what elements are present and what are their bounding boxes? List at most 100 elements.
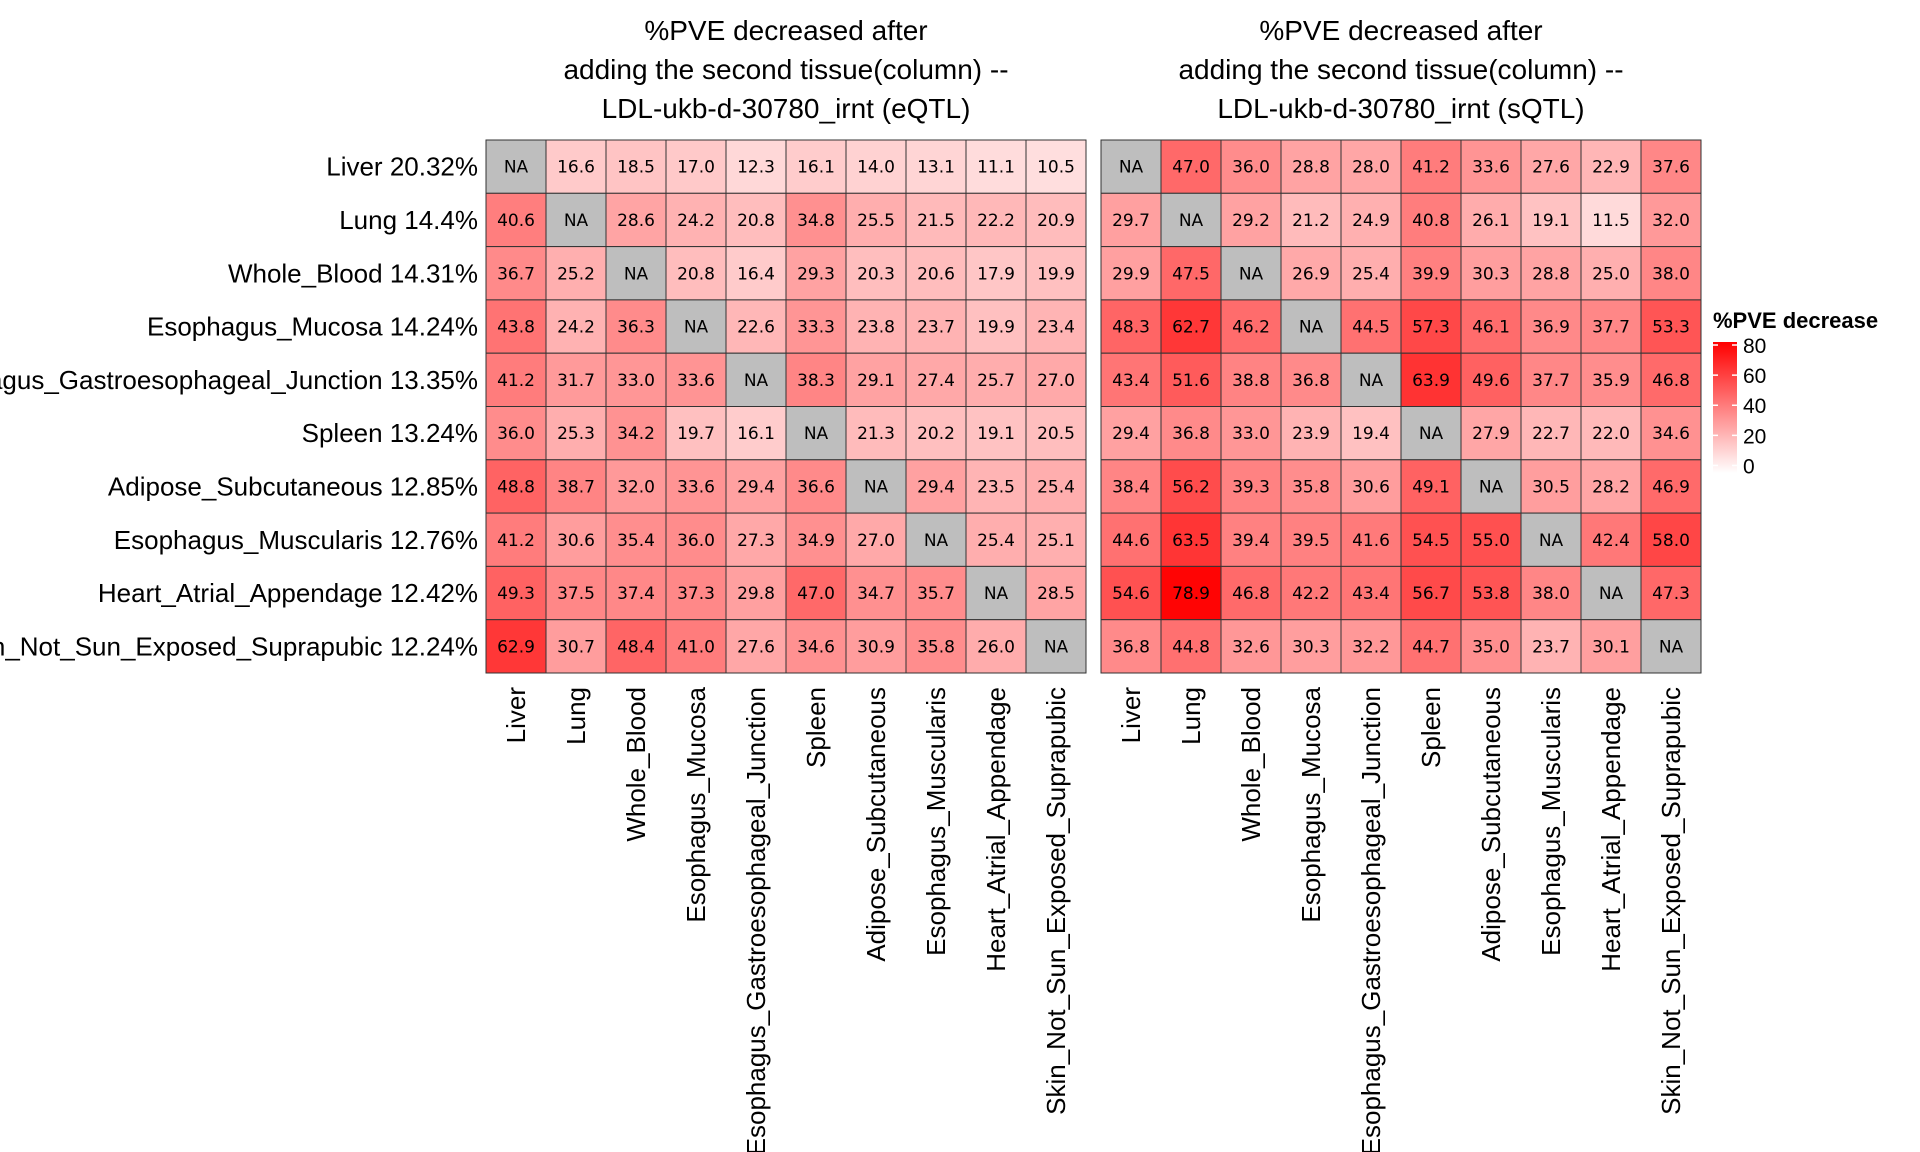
heatmap-cell (665, 459, 727, 514)
cell-value-label: 29.7 (1112, 211, 1150, 231)
heatmap-cell (845, 352, 907, 408)
cell-value-label: 63.9 (1412, 371, 1450, 391)
cell-value-label: 56.2 (1172, 477, 1210, 497)
legend-colorbar (1713, 342, 1737, 473)
heatmap-cell (605, 139, 667, 194)
x-tick-label: Lung (1176, 687, 1206, 745)
heatmap-cell (1025, 139, 1087, 194)
heatmap-cell (1640, 192, 1702, 248)
heatmap-cell (665, 565, 727, 621)
heatmap-cell (1460, 565, 1522, 621)
cell-value-label: 22.7 (1532, 424, 1570, 444)
cell-value-label: 38.8 (1232, 371, 1270, 391)
cell-value-label: 46.2 (1232, 318, 1270, 338)
cell-value-label: 36.8 (1172, 424, 1210, 444)
cell-value-label: 54.6 (1112, 584, 1150, 604)
heatmap-cell (845, 459, 907, 514)
cell-value-label: 41.6 (1352, 531, 1390, 551)
cell-value-label: 51.6 (1172, 371, 1210, 391)
heatmap-cell (1220, 459, 1282, 514)
heatmap-cell (785, 139, 847, 194)
heatmap-cell (1160, 246, 1222, 301)
heatmap-cell (845, 512, 907, 567)
cell-value-label: 37.7 (1592, 318, 1630, 338)
cell-value-label: 28.2 (1592, 477, 1630, 497)
heatmap-cell (1640, 139, 1702, 194)
heatmap-cell (965, 565, 1027, 621)
cell-value-label: 29.1 (857, 371, 895, 391)
heatmap-cell (1025, 619, 1087, 674)
heatmap-cell (1220, 246, 1282, 301)
heatmap-cell (545, 246, 607, 301)
cell-value-label: 39.3 (1232, 477, 1270, 497)
heatmap-cell (1100, 299, 1162, 354)
heatmap-cell (785, 299, 847, 354)
heatmap-cell (1340, 352, 1402, 408)
heatmap-cell (1280, 406, 1342, 461)
heatmap-cell (605, 246, 667, 301)
cell-value-label: 23.7 (917, 318, 955, 338)
heatmap-cell (1460, 139, 1522, 194)
cell-value-label: 29.4 (1112, 424, 1150, 444)
cell-value-label: 36.8 (1112, 637, 1150, 657)
heatmap-cell (785, 619, 847, 674)
x-tick-label: Heart_Atrial_Appendage (981, 687, 1011, 972)
heatmap-cell (725, 406, 787, 461)
cell-value-label: 20.8 (677, 264, 715, 284)
heatmap-cell (545, 139, 607, 194)
heatmap-cell (1580, 246, 1642, 301)
heatmap-cell (1520, 352, 1582, 408)
cell-value-label: 38.0 (1652, 264, 1690, 284)
heatmap-cell (1220, 139, 1282, 194)
heatmap-cell (965, 192, 1027, 248)
y-tick-label: Lung 14.4% (339, 205, 478, 235)
cell-value-label: 30.1 (1592, 637, 1630, 657)
cell-value-label: 25.4 (1352, 264, 1390, 284)
cell-value-label: 24.2 (677, 211, 715, 231)
heatmap-cell (1400, 459, 1462, 514)
heatmap-cell (1580, 352, 1642, 408)
cell-value-label: 22.2 (977, 211, 1015, 231)
cell-value-label: 34.6 (1652, 424, 1690, 444)
cell-value-label: 62.9 (497, 637, 535, 657)
x-tick-label: Lung (561, 687, 591, 745)
heatmap-cell (905, 512, 967, 567)
heatmap-panel-1: %PVE decreased after adding the second ti… (485, 15, 1087, 1152)
heatmap-cell (1100, 459, 1162, 514)
heatmap-cell (605, 512, 667, 567)
cell-value-label: 20.6 (917, 264, 955, 284)
cell-value-label: 19.1 (977, 424, 1015, 444)
cell-value-label: 44.5 (1352, 318, 1390, 338)
heatmap-cell (1025, 246, 1087, 301)
legend-tick-label: 80 (1743, 335, 1766, 358)
cell-value-label: NA (1539, 531, 1564, 551)
cell-value-label: 37.7 (1532, 371, 1570, 391)
cell-value-label: 29.2 (1232, 211, 1270, 231)
heatmap-cell (905, 619, 967, 674)
cell-value-label: 44.6 (1112, 531, 1150, 551)
cell-value-label: 34.9 (797, 531, 835, 551)
cell-value-label: 33.0 (617, 371, 655, 391)
heatmap-cell (665, 192, 727, 248)
cell-value-label: NA (804, 424, 829, 444)
cell-value-label: 21.5 (917, 211, 955, 231)
panel-title-line: LDL-ukb-d-30780_irnt (sQTL) (1217, 93, 1584, 124)
heatmap-cell (1280, 299, 1342, 354)
x-tick-label: Esophagus_Gastroesophageal_Junction (1356, 687, 1386, 1152)
cell-value-label: 23.5 (977, 477, 1015, 497)
x-tick-label: Heart_Atrial_Appendage (1596, 687, 1626, 972)
cell-value-label: 32.2 (1352, 637, 1390, 657)
cell-value-label: 11.5 (1592, 211, 1630, 231)
cell-value-label: 43.4 (1112, 371, 1150, 391)
cell-value-label: 20.2 (917, 424, 955, 444)
cell-value-label: 53.8 (1472, 584, 1510, 604)
cell-value-label: 49.6 (1472, 371, 1510, 391)
heatmap-cell (905, 246, 967, 301)
cell-value-label: 25.4 (1037, 477, 1075, 497)
cell-value-label: 42.2 (1292, 584, 1330, 604)
cell-value-label: 26.0 (977, 637, 1015, 657)
cell-value-label: NA (1599, 584, 1624, 604)
cell-value-label: 36.8 (1292, 371, 1330, 391)
cell-value-label: 35.8 (917, 637, 955, 657)
cell-value-label: 47.3 (1652, 584, 1690, 604)
